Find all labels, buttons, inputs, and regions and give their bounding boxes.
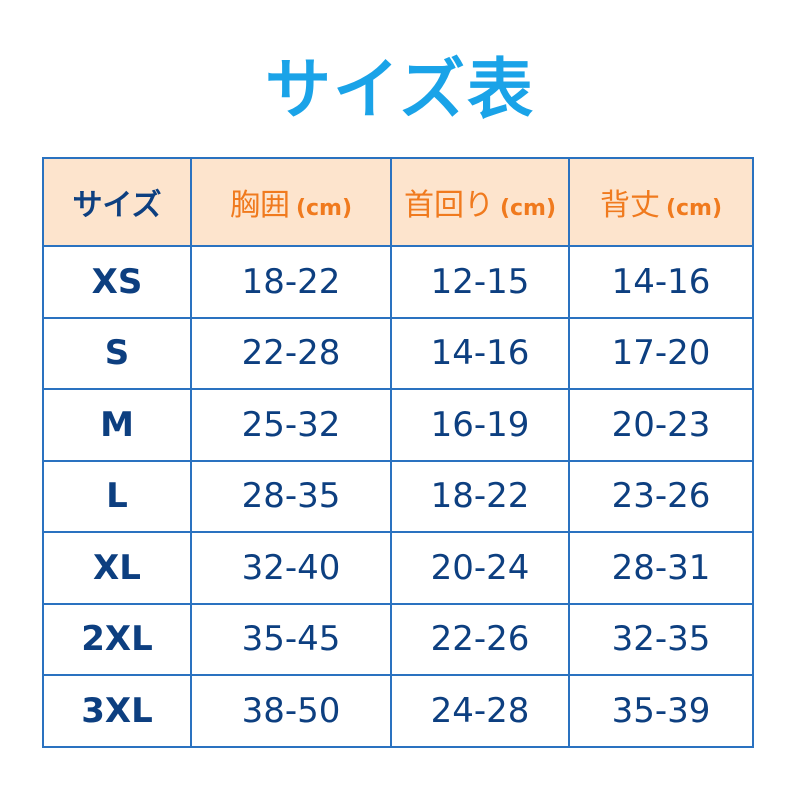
header-unit: (cm) bbox=[499, 196, 557, 221]
table-header-row: サイズ 胸囲 (cm) 首回り (cm) 背丈 (cm) bbox=[42, 157, 754, 247]
table-row: XS 18-22 12-15 14-16 bbox=[42, 245, 754, 319]
cell-text: 22-26 bbox=[430, 619, 530, 660]
table-row: 3XL 38-50 24-28 35-39 bbox=[42, 674, 754, 748]
cell-text: 32-40 bbox=[241, 547, 341, 588]
table-row: 2XL 35-45 22-26 32-35 bbox=[42, 602, 754, 676]
page-title: サイズ表 bbox=[264, 51, 536, 128]
cell-text: 22-28 bbox=[241, 333, 341, 374]
value-cell: 12-15 bbox=[390, 245, 570, 319]
value-cell: 17-20 bbox=[568, 316, 754, 390]
cell-text: 20-24 bbox=[430, 547, 530, 588]
table-row: M 25-32 16-19 20-23 bbox=[42, 388, 754, 462]
cell-text: 2XL bbox=[81, 619, 153, 660]
table-row: L 28-35 18-22 23-26 bbox=[42, 459, 754, 533]
cell-text: XL bbox=[93, 547, 141, 588]
header-label: 胸囲 bbox=[229, 188, 290, 223]
cell-text: 18-22 bbox=[241, 261, 341, 302]
cell-text: L bbox=[106, 476, 128, 517]
size-cell: M bbox=[42, 388, 192, 462]
value-cell: 25-32 bbox=[190, 388, 392, 462]
value-cell: 22-26 bbox=[390, 602, 570, 676]
size-cell: 2XL bbox=[42, 602, 192, 676]
header-label: サイズ bbox=[72, 188, 162, 223]
value-cell: 20-24 bbox=[390, 531, 570, 605]
size-cell: XL bbox=[42, 531, 192, 605]
value-cell: 38-50 bbox=[190, 674, 392, 748]
cell-text: 17-20 bbox=[611, 333, 711, 374]
size-cell: XS bbox=[42, 245, 192, 319]
cell-text: 28-31 bbox=[611, 547, 711, 588]
header-back-length: 背丈 (cm) bbox=[568, 157, 754, 247]
cell-text: 18-22 bbox=[430, 476, 530, 517]
cell-text: XS bbox=[91, 261, 143, 302]
value-cell: 32-40 bbox=[190, 531, 392, 605]
header-label: 背丈 bbox=[599, 188, 660, 223]
value-cell: 28-31 bbox=[568, 531, 754, 605]
cell-text: 38-50 bbox=[241, 690, 341, 731]
value-cell: 23-26 bbox=[568, 459, 754, 533]
cell-text: 35-39 bbox=[611, 690, 711, 731]
cell-text: 28-35 bbox=[241, 476, 341, 517]
value-cell: 18-22 bbox=[390, 459, 570, 533]
size-cell: L bbox=[42, 459, 192, 533]
cell-text: S bbox=[104, 333, 130, 374]
value-cell: 22-28 bbox=[190, 316, 392, 390]
cell-text: 14-16 bbox=[611, 261, 711, 302]
cell-text: 23-26 bbox=[611, 476, 711, 517]
value-cell: 35-45 bbox=[190, 602, 392, 676]
table-row: S 22-28 14-16 17-20 bbox=[42, 316, 754, 390]
header-chest: 胸囲 (cm) bbox=[190, 157, 392, 247]
header-size: サイズ bbox=[42, 157, 192, 247]
cell-text: 24-28 bbox=[430, 690, 530, 731]
size-cell: S bbox=[42, 316, 192, 390]
cell-text: 3XL bbox=[81, 690, 153, 731]
value-cell: 35-39 bbox=[568, 674, 754, 748]
value-cell: 14-16 bbox=[390, 316, 570, 390]
cell-text: 32-35 bbox=[611, 619, 711, 660]
value-cell: 16-19 bbox=[390, 388, 570, 462]
header-label: 首回り bbox=[403, 188, 494, 223]
value-cell: 32-35 bbox=[568, 602, 754, 676]
cell-text: 20-23 bbox=[611, 404, 711, 445]
value-cell: 24-28 bbox=[390, 674, 570, 748]
table-row: XL 32-40 20-24 28-31 bbox=[42, 531, 754, 605]
value-cell: 18-22 bbox=[190, 245, 392, 319]
cell-text: 16-19 bbox=[430, 404, 530, 445]
header-unit: (cm) bbox=[295, 196, 353, 221]
cell-text: 12-15 bbox=[430, 261, 530, 302]
size-table: サイズ 胸囲 (cm) 首回り (cm) 背丈 (cm) XS 18-22 12-15 14… bbox=[42, 157, 754, 748]
value-cell: 28-35 bbox=[190, 459, 392, 533]
header-unit: (cm) bbox=[665, 196, 723, 221]
size-cell: 3XL bbox=[42, 674, 192, 748]
value-cell: 20-23 bbox=[568, 388, 754, 462]
value-cell: 14-16 bbox=[568, 245, 754, 319]
cell-text: 25-32 bbox=[241, 404, 341, 445]
cell-text: 35-45 bbox=[241, 619, 341, 660]
header-neck: 首回り (cm) bbox=[390, 157, 570, 247]
cell-text: M bbox=[100, 404, 134, 445]
cell-text: 14-16 bbox=[430, 333, 530, 374]
